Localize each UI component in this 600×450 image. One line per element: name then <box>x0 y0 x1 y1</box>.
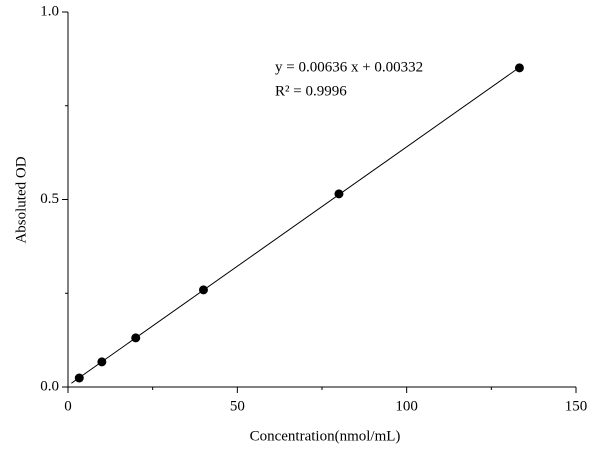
data-point <box>74 373 84 383</box>
x-tick-label: 100 <box>395 398 418 414</box>
data-point <box>97 357 107 367</box>
data-point <box>334 189 344 199</box>
r-squared: R² = 0.9996 <box>275 83 347 99</box>
fit-line <box>71 66 520 384</box>
x-tick-label: 0 <box>64 398 72 414</box>
y-tick-label: 0.5 <box>40 191 59 207</box>
data-point <box>514 63 524 73</box>
x-tick-label: 50 <box>230 398 245 414</box>
x-tick-label: 150 <box>565 398 588 414</box>
data-point <box>131 333 141 343</box>
y-axis-label: Absoluted OD <box>13 156 29 243</box>
x-axis-label: Concentration(nmol/mL) <box>250 428 401 444</box>
y-tick-label: 0.0 <box>40 378 59 394</box>
equation: y = 0.00636 x + 0.00332 <box>275 59 423 75</box>
data-point <box>198 285 208 295</box>
y-tick-label: 1.0 <box>40 3 59 19</box>
